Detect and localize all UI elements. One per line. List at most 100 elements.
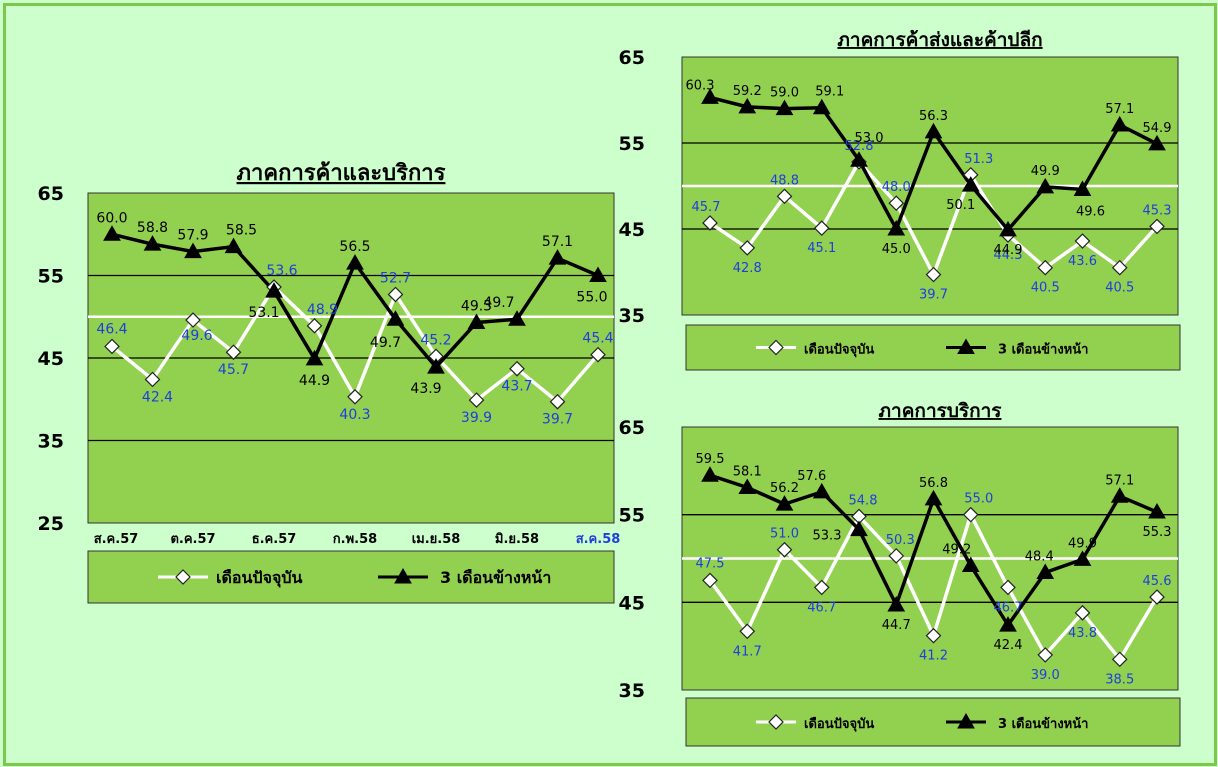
- data-point-current: [776, 541, 793, 558]
- data-point-next-3-months: [999, 220, 1017, 237]
- data-point-current: [509, 360, 525, 377]
- data-label-current: 39.7: [542, 412, 573, 428]
- data-point-current: [813, 579, 830, 596]
- data-label-current: 40.5: [1105, 281, 1134, 296]
- data-point-next-3-months: [427, 358, 445, 374]
- data-label-next-3-months: 48.4: [1025, 550, 1054, 565]
- data-label-next-3-months: 42.4: [994, 638, 1023, 653]
- data-point-next-3-months: [961, 556, 980, 573]
- data-label-current: 45.6: [1143, 574, 1172, 589]
- data-label-current: 39.7: [919, 288, 948, 303]
- data-point-current: [1149, 218, 1165, 235]
- data-label-current: 42.8: [733, 261, 762, 276]
- legend-label-current: เดือนปัจจุบัน: [804, 342, 874, 358]
- data-point-next-3-months: [924, 122, 943, 139]
- data-label-current: 52.8: [845, 139, 874, 154]
- data-label-current: 43.8: [1068, 626, 1097, 641]
- data-point-current: [1111, 259, 1128, 276]
- data-point-current: [702, 572, 718, 589]
- data-label-next-3-months: 54.9: [1143, 121, 1172, 136]
- data-label-current: 53.6: [266, 263, 297, 279]
- data-point-current: [306, 317, 323, 334]
- data-label-current: 43.7: [501, 379, 532, 395]
- data-point-next-3-months: [1148, 134, 1166, 151]
- data-point-next-3-months: [1073, 180, 1092, 196]
- data-point-current: [144, 371, 161, 388]
- data-point-current: [1149, 589, 1165, 605]
- y-tick-label: 55: [619, 505, 645, 527]
- data-point-current: [1074, 233, 1091, 249]
- data-point-current: [888, 195, 905, 212]
- data-label-current: 42.4: [142, 389, 173, 405]
- data-point-next-3-months: [738, 97, 757, 114]
- data-point-next-3-months: [1110, 487, 1129, 503]
- data-label-next-3-months: 58.1: [733, 464, 762, 479]
- data-label-next-3-months: 53.3: [813, 529, 842, 544]
- data-point-next-3-months: [386, 310, 405, 326]
- data-point-next-3-months: [224, 237, 243, 254]
- data-label-next-3-months: 49.2: [942, 543, 971, 558]
- data-point-current: [590, 346, 606, 363]
- data-label-next-3-months: 60.0: [96, 210, 127, 226]
- data-label-next-3-months: 49.9: [1031, 164, 1060, 179]
- data-point-next-3-months: [1036, 563, 1055, 580]
- data-label-next-3-months: 59.5: [696, 452, 725, 467]
- y-tick-label: 45: [619, 219, 645, 241]
- data-point-current: [347, 388, 363, 405]
- y-tick-label: 35: [38, 431, 64, 453]
- data-label-next-3-months: 59.2: [733, 84, 762, 99]
- data-label-next-3-months: 49.9: [1068, 536, 1097, 551]
- data-label-next-3-months: 50.1: [946, 198, 975, 213]
- y-tick-label: 25: [38, 513, 64, 535]
- data-point-next-3-months: [184, 242, 202, 259]
- y-tick-label: 35: [619, 305, 645, 327]
- data-label-next-3-months: 57.1: [1105, 473, 1134, 488]
- x-tick-label: ส.ค.58: [576, 532, 621, 547]
- data-point-current: [813, 220, 830, 236]
- data-label-current: 48.0: [882, 180, 911, 195]
- data-point-next-3-months: [548, 249, 567, 265]
- data-label-current: 40.5: [1031, 281, 1060, 296]
- data-point-current: [776, 188, 793, 205]
- data-point-next-3-months: [887, 595, 906, 612]
- data-point-next-3-months: [103, 225, 121, 241]
- data-label-current: 41.7: [733, 644, 762, 659]
- data-label-current: 51.3: [964, 152, 993, 167]
- data-point-next-3-months: [1073, 550, 1092, 566]
- data-point-current: [225, 344, 242, 361]
- data-point-current: [1037, 647, 1054, 663]
- data-point-current: [1111, 651, 1128, 668]
- y-tick-label: 55: [38, 266, 64, 288]
- y-tick-label: 65: [38, 183, 64, 205]
- data-point-current: [387, 286, 404, 303]
- data-label-next-3-months: 49.6: [1076, 204, 1105, 219]
- data-label-current: 39.9: [461, 410, 492, 426]
- data-label-current: 52.7: [380, 270, 411, 286]
- data-label-next-3-months: 59.1: [815, 85, 844, 100]
- data-point-next-3-months: [508, 310, 526, 326]
- legend-label-current: เดือนปัจจุบัน: [216, 568, 302, 588]
- data-label-next-3-months: 45.0: [882, 242, 911, 257]
- data-point-next-3-months: [775, 99, 794, 116]
- data-label-current: 45.7: [692, 200, 721, 215]
- data-point-next-3-months: [738, 478, 757, 494]
- legend-marker-current: [768, 714, 784, 730]
- data-label-current: 45.7: [218, 362, 249, 378]
- data-point-next-3-months: [143, 235, 162, 251]
- data-point-next-3-months: [961, 176, 980, 192]
- data-point-current: [468, 392, 485, 408]
- data-point-current: [1074, 605, 1091, 621]
- data-point-next-3-months: [850, 520, 868, 537]
- data-point-next-3-months: [812, 482, 831, 499]
- legend-marker-next-3-months: [394, 567, 412, 584]
- data-point-current: [925, 266, 942, 283]
- x-tick-label: ก.พ.58: [333, 532, 377, 547]
- data-point-next-3-months: [346, 254, 364, 270]
- data-label-next-3-months: 49.3: [461, 299, 492, 315]
- legend-marker-next-3-months: [957, 338, 975, 354]
- data-point-next-3-months: [1110, 115, 1129, 132]
- data-point-current: [549, 393, 566, 410]
- data-label-current: 55.0: [964, 492, 993, 507]
- data-label-next-3-months: 44.7: [882, 618, 911, 633]
- data-label-next-3-months: 56.8: [919, 476, 948, 491]
